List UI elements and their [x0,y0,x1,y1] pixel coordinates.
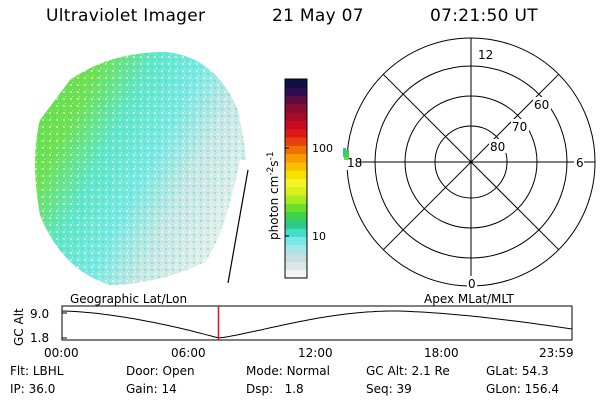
colorbar-band [285,153,307,163]
x-tick-label-2359: 23:59 [539,346,574,360]
colorbar-label-100: 100 [312,142,333,155]
colorbar-band [285,170,307,179]
colorbar-band [285,219,307,229]
colorbar-band [285,128,307,138]
colorbar-band [285,228,307,238]
mlt-label-6: 6 [576,156,584,170]
colorbar-band [285,137,307,146]
lat-label-60: 60 [534,98,549,112]
colorbar-band [285,211,307,221]
polar-plot [346,37,596,287]
seq-info: Seq: 39 [366,382,412,396]
filter-info: Flt: LBHL [10,364,64,378]
lat-label-80: 80 [490,140,505,154]
colorbar-band [285,112,307,121]
apex-label: Apex MLat/MLT [424,292,514,306]
y-tick-label-1.8: 1.8 [30,331,49,345]
colorbar-band [285,178,307,188]
altitude-timeline [61,305,573,341]
mlt-label-bg-0 [467,276,477,290]
colorbar-unit-label: photon cm-2s-1 [266,151,281,240]
earth-image [35,52,249,285]
glon-info: GLon: 156.4 [486,382,559,396]
y-tick-label-9: 9.0 [30,307,49,321]
mlt-label-bg-6 [574,156,584,170]
colorbar-band [285,269,307,279]
colorbar-band [285,120,307,130]
time-label: 07:21:50 UT [430,6,538,26]
lat-label-bg-80 [489,139,507,153]
ip-info: IP: 36.0 [10,382,56,396]
colorbar-band [285,261,307,271]
lat-label-bg-60 [533,97,551,111]
altitude-curve [61,310,573,339]
mlt-label-bg-12 [478,48,492,62]
mlt-label-0: 0 [468,277,476,291]
timeline-axis-label: GC Alt [12,308,26,346]
geographic-label: Geographic Lat/Lon [70,292,187,306]
mlt-label-12: 12 [478,48,493,62]
door-info: Door: Open [126,364,195,378]
mlt-label-bg-18 [346,156,360,170]
colorbar-band [285,79,307,88]
colorbar-label-10: 10 [312,230,326,243]
glat-info: GLat: 54.3 [486,364,549,378]
date-label: 21 May 07 [272,6,364,26]
colorbar-band [285,244,307,254]
colorbar-band [285,236,307,246]
x-tick-label-0600: 06:00 [171,346,206,360]
colorbar-band [285,145,307,155]
x-tick-label-1800: 18:00 [424,346,459,360]
dsp-info: Dsp: 1.8 [246,382,304,396]
colorbar-band [285,195,307,204]
lat-label-bg-70 [511,119,529,133]
lat-label-70: 70 [512,120,527,134]
mode-info: Mode: Normal [246,364,330,378]
colorbar-band [285,95,307,105]
x-tick-label-1200: 12:00 [298,346,333,360]
colorbar [285,79,307,279]
timeline-frame [61,305,573,341]
gcalt-info: GC Alt: 2.1 Re [366,364,450,378]
colorbar-band [285,186,307,196]
auroral-emission-patch [343,148,349,160]
app-title: Ultraviolet Imager [46,6,206,26]
colorbar-band [285,161,307,171]
colorbar-band [285,253,307,262]
colorbar-frame [284,78,308,279]
colorbar-band [285,203,307,213]
mlt-label-18: 18 [347,156,362,170]
colorbar-band [285,87,307,97]
x-tick-label-0000: 00:00 [44,346,79,360]
colorbar-band [285,103,307,113]
gain-info: Gain: 14 [126,382,177,396]
